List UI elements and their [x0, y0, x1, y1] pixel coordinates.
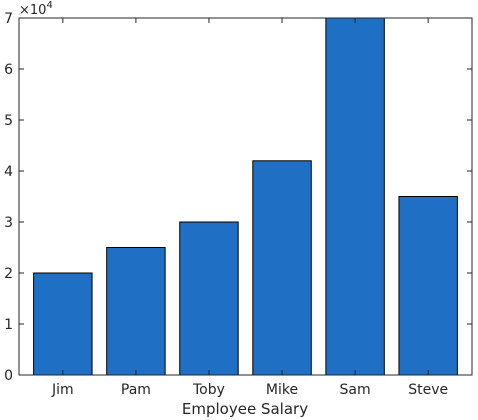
bar-steve — [398, 196, 458, 376]
x-tick-label-jim: Jim — [51, 382, 74, 398]
y-tick-label: 7 — [4, 11, 13, 27]
y-tick-label: 1 — [4, 317, 13, 333]
y-tick-label: 2 — [4, 266, 13, 282]
bar-sam — [325, 17, 385, 376]
x-axis-label: Employee Salary — [182, 400, 308, 418]
bar-toby — [179, 221, 239, 376]
bar-mike — [252, 160, 312, 376]
x-tick-label-steve: Steve — [408, 382, 448, 398]
y-exponent-label: ×104 — [19, 0, 53, 18]
bar-pam — [106, 247, 166, 376]
y-tick-label: 5 — [4, 113, 13, 129]
labels-group: Jim Pam Toby Mike Sam Steve 0 1 2 3 4 5 6 7 — [4, 11, 448, 398]
x-tick-label-pam: Pam — [121, 382, 151, 398]
x-tick-label-toby: Toby — [192, 382, 225, 398]
y-exponent-power: 4 — [46, 0, 52, 11]
bars-group — [33, 17, 458, 376]
y-exponent-base: ×10 — [19, 3, 46, 18]
axes-box — [18, 17, 473, 376]
x-tick-label-mike: Mike — [266, 382, 298, 398]
bar-jim — [33, 272, 93, 376]
y-tick-label: 6 — [4, 62, 13, 78]
y-tick-label: 0 — [4, 368, 13, 384]
y-tick-label: 3 — [4, 215, 13, 231]
y-tick-label: 4 — [4, 164, 13, 180]
x-tick-label-sam: Sam — [340, 382, 371, 398]
